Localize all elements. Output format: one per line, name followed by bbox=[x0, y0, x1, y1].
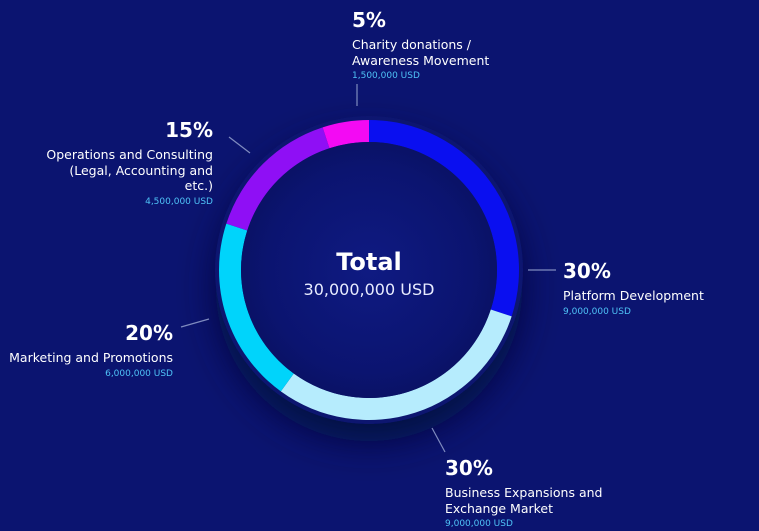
slice-amount: 6,000,000 USD bbox=[105, 368, 173, 379]
slice-percent: 15% bbox=[165, 118, 213, 142]
slice-platform-development bbox=[369, 120, 519, 317]
slice-marketing bbox=[219, 223, 294, 392]
slice-label: Operations and Consulting (Legal, Accoun… bbox=[46, 147, 213, 194]
slice-annotation-business-expansions: 30% Business Expansions and Exchange Mar… bbox=[445, 456, 602, 531]
leader-line-operations bbox=[228, 136, 251, 154]
total-title: Total bbox=[336, 248, 402, 276]
slice-amount: 9,000,000 USD bbox=[563, 306, 631, 317]
slice-label: Marketing and Promotions bbox=[9, 350, 173, 365]
donut-hole bbox=[241, 142, 497, 398]
slice-percent: 30% bbox=[445, 456, 493, 480]
slice-percent: 20% bbox=[125, 321, 173, 345]
slice-annotation-platform-development: 30% Platform Development 9,000,000 USD bbox=[563, 259, 704, 318]
slice-percent: 5% bbox=[352, 8, 386, 32]
slice-amount: 9,000,000 USD bbox=[445, 519, 513, 530]
slice-charity bbox=[322, 120, 369, 149]
slice-label: Business Expansions and Exchange Market bbox=[445, 485, 603, 516]
slice-amount: 4,500,000 USD bbox=[145, 196, 213, 207]
slice-label: Charity donations / Awareness Movement bbox=[352, 37, 490, 68]
slice-annotation-charity: 5% Charity donations / Awareness Movemen… bbox=[352, 8, 489, 83]
slice-percent: 30% bbox=[563, 259, 611, 283]
slice-annotation-operations: 15% Operations and Consulting (Legal, Ac… bbox=[40, 118, 213, 208]
slice-label: Platform Development bbox=[563, 288, 704, 303]
slice-business-expansions bbox=[280, 309, 512, 420]
slice-operations bbox=[226, 127, 330, 231]
total-label: Total 30,000,000 USD bbox=[262, 248, 476, 299]
leader-line-business-expansions bbox=[431, 427, 446, 453]
total-value: 30,000,000 USD bbox=[303, 280, 435, 299]
slice-amount: 1,500,000 USD bbox=[352, 71, 420, 82]
leader-line-marketing bbox=[180, 318, 210, 328]
slice-annotation-marketing: 20% Marketing and Promotions 6,000,000 U… bbox=[8, 321, 173, 380]
